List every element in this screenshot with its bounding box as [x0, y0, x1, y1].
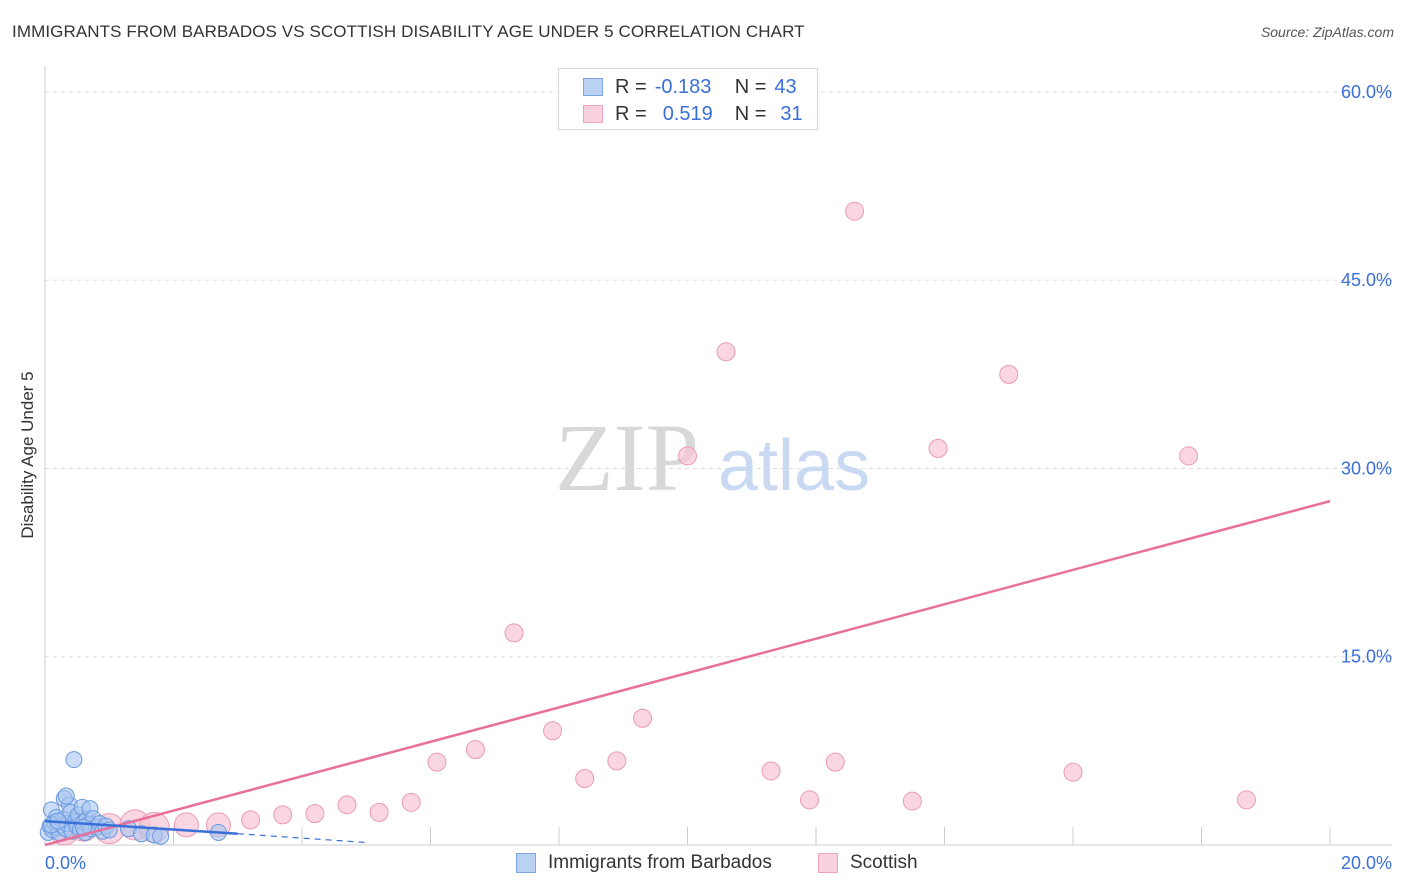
scatter-point-barbados	[152, 827, 170, 845]
scatter-point-scottish	[761, 761, 781, 781]
watermark-zip: ZIP	[555, 404, 699, 511]
watermark-atlas: atlas	[718, 426, 870, 506]
tick-labels: 15.0% 30.0% 45.0% 60.0% 0.0% 20.0%	[45, 82, 1392, 873]
scatter-point-scottish	[999, 364, 1019, 384]
legend-row-scottish: R = 0.519 N = 31	[583, 102, 803, 126]
legend-label-barbados: Immigrants from Barbados	[548, 852, 772, 873]
source-label: Source: ZipAtlas.com	[1260, 24, 1394, 40]
y-tick-label: 60.0%	[1341, 82, 1392, 102]
scatter-point-scottish	[401, 792, 421, 812]
y-tick-label: 45.0%	[1341, 270, 1392, 290]
scatter-point-scottish	[1179, 446, 1199, 466]
scatter-point-scottish	[1063, 762, 1083, 782]
legend-swatch-blue	[516, 853, 536, 873]
correlation-legend: R = -0.183 N = 43 R = 0.519 N = 31	[558, 68, 818, 130]
scatter-point-scottish	[504, 623, 524, 643]
legend-n-value: 31	[780, 102, 803, 125]
scatter-point-scottish	[575, 768, 595, 788]
scatter-point-scottish	[825, 752, 845, 772]
scatter-point-scottish	[607, 751, 627, 771]
scatter-point-scottish	[369, 802, 389, 822]
legend-r-label: R =	[615, 102, 647, 125]
scatter-point-scottish	[427, 752, 447, 772]
axes	[44, 66, 1392, 846]
scatter-point-scottish	[241, 810, 261, 830]
scatter-point-scottish	[633, 708, 653, 728]
y-axis-label: Disability Age Under 5	[18, 371, 37, 539]
legend-n-label: N =	[734, 75, 767, 98]
trendline-barbados	[44, 819, 238, 835]
legend-swatch-blue	[583, 78, 603, 96]
x-tick-label: 20.0%	[1341, 853, 1392, 873]
legend-n-label: N =	[734, 102, 767, 125]
y-tick-label: 30.0%	[1341, 458, 1392, 478]
legend-n-value: 43	[774, 75, 797, 98]
trendline-scottish	[44, 499, 1331, 847]
legend-row-barbados: R = -0.183 N = 43	[583, 75, 797, 99]
scatter-point-barbados	[65, 751, 83, 769]
series-scottish	[48, 201, 1256, 846]
scatter-point-barbados	[57, 787, 75, 805]
scatter-point-scottish	[800, 790, 820, 810]
series-legend: Immigrants from Barbados Scottish	[0, 852, 1406, 876]
legend-r-value: -0.183	[654, 75, 712, 98]
scatter-point-scottish	[928, 438, 948, 458]
grid	[45, 91, 1392, 658]
scatter-point-scottish	[1236, 790, 1256, 810]
legend-item-scottish: Scottish	[818, 852, 918, 874]
scatter-point-scottish	[305, 804, 325, 824]
legend-item-barbados: Immigrants from Barbados	[516, 852, 772, 874]
legend-swatch-pink	[583, 105, 603, 123]
scatter-point-scottish	[465, 740, 485, 760]
scatter-point-scottish	[902, 791, 922, 811]
legend-label-scottish: Scottish	[850, 852, 918, 873]
x-tick-label: 0.0%	[45, 853, 86, 873]
scatter-point-scottish	[273, 805, 293, 825]
legend-swatch-pink	[818, 853, 838, 873]
legend-r-label: R =	[615, 75, 647, 98]
y-tick-label: 15.0%	[1341, 647, 1392, 667]
scatter-point-scottish	[543, 721, 563, 741]
scatter-point-scottish	[337, 795, 357, 815]
trend-lines	[44, 499, 1331, 847]
scatter-point-scottish	[678, 446, 697, 466]
legend-r-value: 0.519	[662, 102, 713, 125]
scatter-point-scottish	[173, 812, 199, 838]
watermark: ZIP atlas	[555, 404, 870, 511]
scatter-point-scottish	[716, 342, 736, 362]
chart-title: IMMIGRANTS FROM BARBADOS VS SCOTTISH DIS…	[12, 22, 805, 41]
scatter-point-scottish	[845, 201, 865, 221]
